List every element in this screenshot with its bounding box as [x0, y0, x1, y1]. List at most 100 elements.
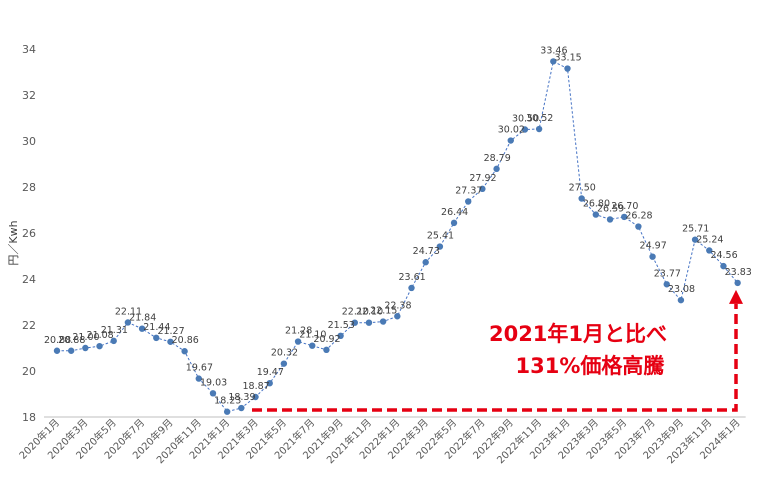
data-point [238, 404, 245, 412]
data-point [394, 313, 401, 320]
data-point [408, 284, 415, 292]
y-tick-label: 20 [22, 365, 36, 378]
data-label: 22.11 [115, 306, 142, 317]
data-label: 22.38 [384, 300, 411, 311]
data-label: 24.73 [413, 246, 440, 257]
data-point [734, 279, 741, 287]
data-label: 20.86 [172, 335, 199, 346]
data-label: 19.67 [186, 363, 213, 374]
data-point [550, 58, 557, 65]
data-label: 20.88 [58, 335, 85, 346]
data-point [606, 216, 614, 223]
data-point [635, 223, 642, 230]
data-label: 21.84 [129, 313, 156, 324]
data-label: 23.61 [399, 272, 426, 283]
data-point [153, 334, 160, 342]
data-point [592, 211, 600, 218]
data-point [266, 379, 273, 387]
data-point [96, 342, 103, 350]
data-point [493, 165, 500, 173]
data-point [450, 219, 458, 227]
data-label: 19.47 [257, 367, 284, 378]
data-label: 27.37 [455, 185, 482, 196]
data-point [138, 325, 146, 332]
data-point [564, 65, 571, 72]
data-point [621, 213, 628, 221]
data-point [337, 332, 344, 340]
data-point [323, 346, 330, 354]
data-point [677, 296, 685, 304]
y-axis: 18 20 22 24 26 28 30 32 34 [22, 43, 36, 424]
series-markers [53, 58, 741, 415]
data-label: 28.79 [484, 153, 511, 164]
data-point [309, 342, 316, 349]
arrow-dashed-path [252, 303, 738, 412]
data-label: 18.87 [243, 381, 270, 392]
y-tick-label: 26 [22, 227, 36, 240]
data-label: 21.27 [157, 326, 184, 337]
data-point [167, 338, 174, 345]
data-label: 26.80 [583, 199, 610, 210]
data-label: 25.71 [682, 224, 709, 235]
data-label: 25.24 [696, 234, 723, 245]
data-label: 26.44 [441, 207, 468, 218]
data-point [422, 259, 429, 266]
data-point [578, 195, 585, 202]
data-point [649, 253, 656, 260]
data-label: 18.39 [228, 392, 255, 403]
data-label: 30.52 [526, 113, 553, 124]
data-label: 21.44 [143, 322, 170, 333]
data-point [465, 198, 472, 205]
data-label: 23.83 [725, 267, 752, 278]
data-point [209, 390, 217, 397]
data-point [82, 344, 89, 352]
data-label: 23.08 [668, 284, 695, 295]
data-label: 21.31 [101, 325, 128, 336]
data-label: 21.00 [72, 332, 99, 343]
data-label: 23.77 [654, 268, 681, 279]
data-point [507, 137, 514, 144]
data-point [521, 126, 529, 133]
data-label: 30.02 [498, 125, 525, 136]
data-point [124, 319, 132, 326]
data-label: 33.46 [540, 45, 567, 56]
data-point [195, 375, 202, 382]
data-label: 20.32 [271, 348, 298, 359]
y-tick-label: 24 [22, 273, 36, 286]
annotation-line-2: 131%価格高騰 [516, 354, 666, 378]
data-point [280, 360, 288, 367]
data-point [479, 185, 486, 193]
y-tick-label: 22 [22, 319, 36, 332]
data-label: 26.59 [597, 203, 624, 214]
y-tick-label: 28 [22, 181, 36, 194]
data-label: 26.70 [611, 201, 638, 212]
y-tick-label: 32 [22, 89, 36, 102]
data-label: 27.50 [569, 183, 596, 194]
data-label: 27.92 [469, 173, 496, 184]
data-label: 22.15 [370, 306, 397, 317]
data-label: 21.10 [299, 330, 326, 341]
data-point [436, 243, 444, 250]
arrow-head [729, 289, 743, 304]
data-point [663, 281, 670, 288]
data-point [720, 262, 727, 270]
y-tick-label: 30 [22, 135, 36, 148]
data-point [67, 347, 75, 354]
data-label: 22.10 [342, 307, 369, 318]
data-point [535, 125, 543, 133]
data-label: 19.03 [200, 377, 227, 388]
data-point [252, 393, 259, 401]
data-point [110, 337, 117, 345]
x-axis: 2020年1月2020年3月2020年5月2020年7月2020年9月2020年… [16, 416, 746, 466]
data-point [53, 347, 61, 354]
data-point [294, 338, 302, 345]
data-point [365, 319, 373, 326]
data-label: 24.97 [640, 241, 667, 252]
price-rise-arrow [252, 289, 743, 412]
y-axis-label: 円／Kwh [7, 220, 20, 265]
data-label: 24.56 [710, 250, 737, 261]
data-point [181, 348, 188, 355]
data-point [223, 408, 231, 415]
data-label: 21.53 [328, 320, 355, 331]
